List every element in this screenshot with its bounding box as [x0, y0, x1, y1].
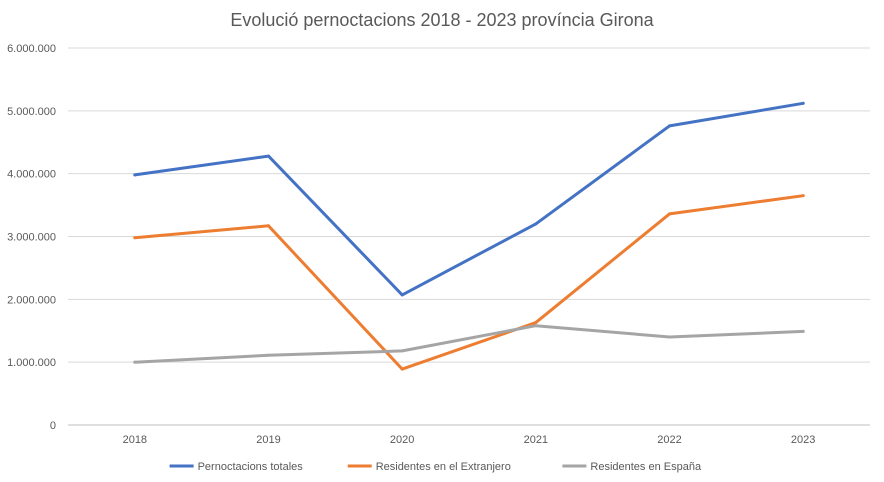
x-tick-label: 2022 [657, 434, 681, 446]
data-point [801, 329, 805, 333]
data-point [400, 293, 404, 297]
y-tick-label: 5.000.000 [7, 106, 56, 118]
series-line-2 [133, 194, 805, 371]
y-tick-label: 3.000.000 [7, 232, 56, 244]
data-point [400, 349, 404, 353]
y-tick-label: 6.000.000 [7, 43, 56, 55]
data-point [133, 173, 137, 177]
y-tick-label: 4.000.000 [7, 169, 56, 181]
x-tick-label: 2023 [791, 434, 815, 446]
data-point [534, 222, 538, 226]
x-tick-label: 2021 [524, 434, 548, 446]
data-point [267, 154, 270, 158]
data-point [801, 194, 805, 198]
data-point [668, 124, 671, 128]
legend-label: Pernoctacions totales [198, 461, 304, 473]
data-point [400, 367, 404, 371]
x-tick-label: 2019 [256, 434, 280, 446]
data-point [668, 212, 671, 216]
data-point [801, 101, 805, 105]
data-point [668, 335, 671, 339]
x-tick-label: 2020 [390, 434, 414, 446]
data-point [267, 224, 270, 228]
data-point [133, 360, 137, 364]
data-point [133, 236, 137, 240]
legend-label: Residentes en España [590, 461, 702, 473]
series-line-1 [133, 101, 805, 297]
y-tick-label: 2.000.000 [7, 294, 56, 306]
y-tick-label: 0 [50, 420, 56, 432]
data-point [534, 324, 538, 328]
y-tick-label: 1.000.000 [7, 357, 56, 369]
legend-label: Residentes en el Extranjero [376, 461, 511, 473]
series-line-3 [133, 324, 805, 364]
data-point [534, 321, 538, 325]
x-tick-label: 2018 [123, 434, 147, 446]
data-point [267, 353, 270, 357]
chart-title: Evolució pernoctacions 2018 - 2023 proví… [230, 10, 654, 30]
